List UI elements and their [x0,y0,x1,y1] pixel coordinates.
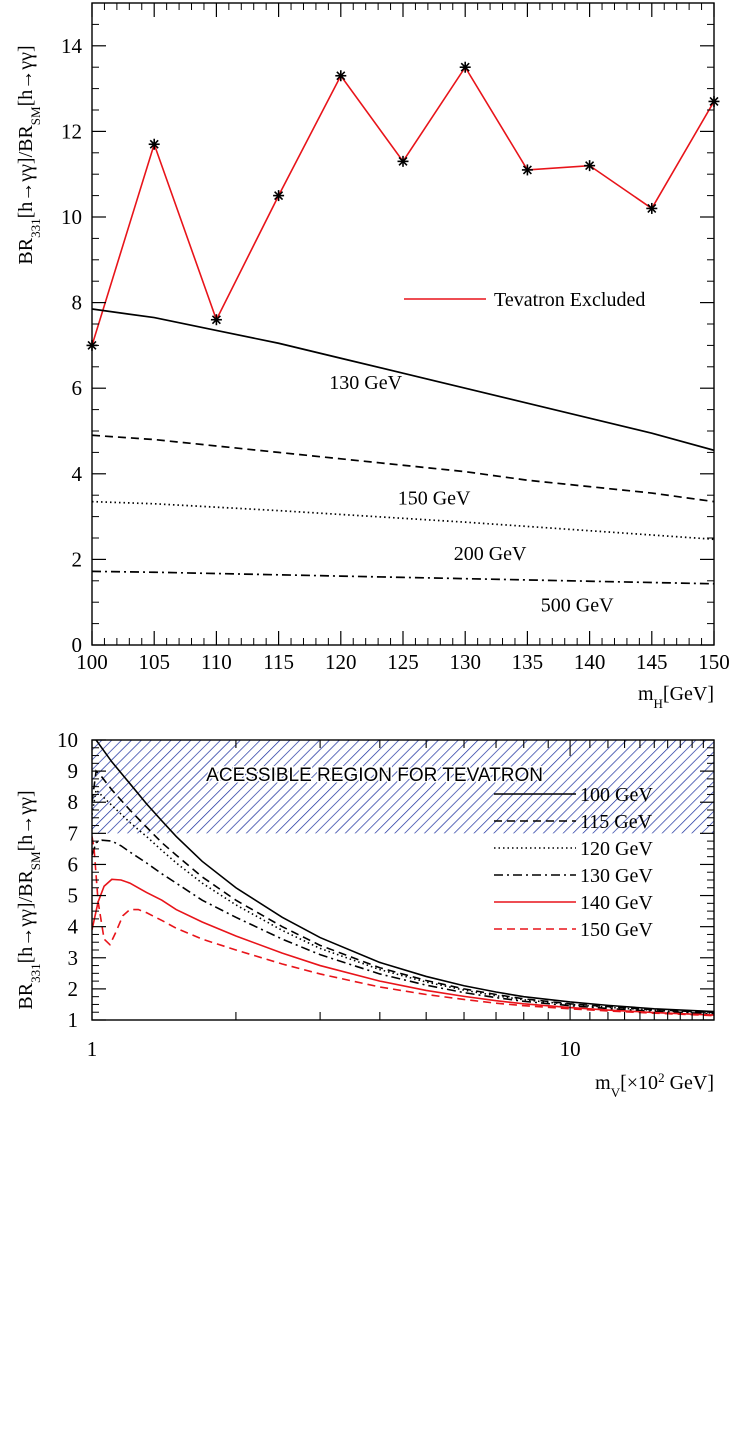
x-tick-label: 110 [201,650,232,674]
x-axis-label: mV[×102 GeV] [595,1070,714,1100]
x-tick-label: 145 [636,650,668,674]
data-point-125 [397,155,409,167]
data-point-130 [459,61,471,73]
x-tick-label: 135 [512,650,544,674]
bottom-legend: 100 GeV 115 GeV 120 GeV 130 GeV 140 GeV 150 G… [494,784,653,941]
data-point-145 [646,202,658,214]
legend-label: 150 GeV [580,919,653,941]
data-point-135 [521,164,533,176]
y-tick-label: 0 [72,633,83,657]
curve-label: 200 GeV [454,543,527,565]
data-point-120 [335,70,347,82]
top-legend: Tevatron Excluded [404,289,645,311]
series-line-115-gev-dashed [92,769,714,1014]
legend-label: 115 GeV [580,811,653,833]
y-tick-label: 4 [72,462,83,486]
y-tick-label: 5 [68,884,79,908]
y-tick-label: 10 [57,728,78,752]
legend-label: 120 GeV [580,838,653,860]
y-tick-label: 14 [61,34,83,58]
y-tick-label: 4 [68,915,79,939]
bottom-plot-area [92,740,714,1017]
x-axis-label: mH[GeV] [638,683,714,711]
y-axis-label: BR331[h→γγ]/BRSM[h→γγ] [15,45,43,264]
data-point-105 [148,138,160,150]
curve-label: 150 GeV [398,487,471,509]
x-tick-label: 10 [560,1037,581,1061]
curve-label: 500 GeV [541,594,614,616]
y-tick-label: 10 [61,205,82,229]
data-point-140 [584,160,596,172]
legend-label: Tevatron Excluded [494,289,645,311]
x-tick-label: 100 [76,650,108,674]
series-line-130-gev [92,308,714,452]
bottom-chart: ACESSIBLE REGION FOR TEVATRON 1 10 1 2 3 4 5 6 7 8… [15,728,715,1100]
y-tick-label: 1 [68,1008,79,1032]
series-line-130-gev-dashdot [92,839,714,1015]
y-tick-label: 2 [72,547,83,571]
x-tick-label: 150 [698,650,730,674]
y-tick-label: 12 [61,119,82,143]
curve-label: 130 GeV [329,372,402,394]
y-tick-label: 3 [68,946,79,970]
y-tick-label: 7 [68,821,79,845]
x-tick-label: 125 [387,650,419,674]
series-line-150-gev [92,434,714,503]
legend-label: 140 GeV [580,892,653,914]
y-tick-label: 6 [72,376,83,400]
x-tick-label: 140 [574,650,606,674]
series-line-150-gev-dashed-red [92,836,714,1017]
legend-label: 130 GeV [580,865,653,887]
region-label: ACESSIBLE REGION FOR TEVATRON [206,765,543,786]
x-tick-label: 115 [263,650,294,674]
x-tick-label: 1 [87,1037,98,1061]
x-tick-label: 105 [138,650,170,674]
y-tick-label: 2 [68,977,79,1001]
data-point-115 [273,190,285,202]
y-tick-label: 8 [68,790,79,814]
y-tick-label: 9 [68,759,79,783]
x-tick-label: 130 [449,650,481,674]
series-line-200-gev [92,500,714,541]
y-axis-label: BR331[h→γγ]/BRSM[h→γγ] [15,790,43,1009]
series-line-140-gev-solid-red [92,878,714,1016]
series-line-500-gev [92,570,714,585]
y-tick-label: 6 [68,852,79,876]
data-point-110 [210,314,222,326]
accessible-region [92,740,714,834]
y-tick-label: 8 [72,291,83,315]
x-tick-label: 120 [325,650,357,674]
series-line-100-gev-solid [95,740,714,1013]
top-chart: 100 105 110 115 120 125 130 135 140 145 150 0 2 4 6 8 10… [15,2,730,711]
legend-label: 100 GeV [580,784,653,806]
